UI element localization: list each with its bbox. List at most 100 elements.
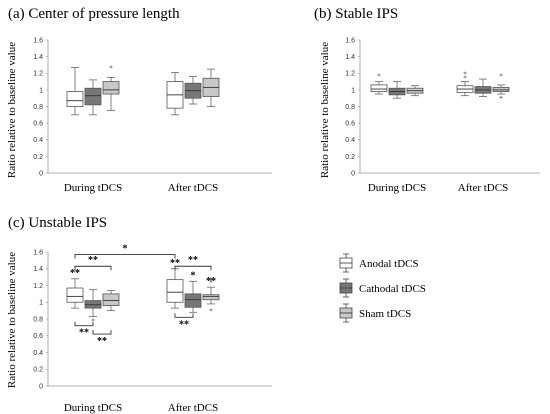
y-tick-label: 0 [39,170,43,177]
bracket-label: * [123,244,128,255]
bracket-label: ** [79,328,89,339]
significance-bracket [92,330,112,335]
y-tick-label: 1.6 [345,37,355,44]
significance-bracket [74,254,176,259]
significance-bracket [74,321,94,327]
y-tick-label: 1 [351,87,355,94]
outlier-point: * [499,95,503,103]
box-body [166,279,184,303]
box-body [66,91,84,107]
significance-bracket [74,265,112,271]
box-anodal-0 [66,278,84,309]
y-tick-label: 1 [39,300,43,307]
y-tick-label: 0.6 [33,121,43,128]
box-anodal-1 [166,268,184,309]
x-category-label: After tDCS [168,182,218,194]
x-category-label: After tDCS [458,182,508,194]
y-tick-label: 1.2 [345,71,355,78]
bracket-label: ** [188,255,198,266]
x-category-label: After tDCS [168,402,218,414]
legend-label: Sham tDCS [359,308,411,320]
significance-star: ** [70,268,80,279]
box-cathodal-0: * [84,289,102,326]
y-axis-label: Ratio relative to baseline value [6,42,18,178]
box-body [184,293,202,308]
y-tick-label: 1.6 [33,37,43,44]
bracket-label: ** [88,255,98,266]
y-tick-label: 1.2 [33,283,43,290]
legend-label: Cathodal tDCS [359,283,426,295]
outlier-point: * [209,277,213,285]
y-tick-label: 0.6 [33,333,43,340]
y-tick-label: 0 [39,383,43,390]
box-body [202,294,220,301]
box-sham-0: * [102,64,120,112]
legend-item: Cathodal tDCS [339,278,426,298]
box-sham-1 [202,68,220,107]
significance-star: * [191,270,196,281]
box-anodal-1 [166,72,184,116]
y-tick-label: 0.6 [345,121,355,128]
box-cathodal-0 [388,81,406,99]
panel-title: (c) Unstable IPS [8,215,107,231]
y-tick-label: 1.4 [33,266,43,273]
box-sham-1: *** [202,277,220,316]
y-axis-label: Ratio relative to baseline value [6,252,18,388]
legend-label: Anodal tDCS [359,258,419,270]
significance-star: ** [206,276,216,287]
box-body [370,84,388,92]
outlier-point: * [209,279,213,287]
box-anodal-1: ** [456,70,474,97]
y-tick-label: 0.2 [33,367,43,374]
box-anodal-0 [66,67,84,116]
x-category-label: During tDCS [64,182,122,194]
outlier-point: * [499,73,503,81]
box-anodal-0: * [370,73,388,95]
y-tick-label: 1.2 [33,71,43,78]
y-tick-label: 0.8 [33,104,43,111]
y-tick-label: 0.8 [345,104,355,111]
box-cathodal-0 [84,79,102,116]
outlier-point: * [463,70,467,78]
y-tick-label: 0.4 [345,137,355,144]
x-category-label: During tDCS [368,182,426,194]
box-body [84,87,102,106]
box-body [102,293,120,307]
bracket-label: ** [179,319,189,330]
panel-a: (a) Center of pressure length Ratio relat… [6,6,272,194]
outlier-point: * [209,308,213,316]
outlier-point: * [377,73,381,81]
significance-star: ** [170,258,180,269]
outlier-point: * [91,318,95,326]
legend-item: Anodal tDCS [339,253,419,273]
bracket-label: ** [97,336,107,347]
y-axis-label: Ratio relative to baseline value [319,42,331,178]
y-tick-label: 1.4 [33,54,43,61]
box-cathodal-1 [474,78,492,97]
y-tick-label: 0.2 [345,154,355,161]
outlier-point: * [463,74,467,82]
panel-b: (b) Stable IPS Ratio relative to baseline… [314,6,540,194]
legend: Anodal tDCS Cathodal tDCS Sham tDCS [339,253,426,323]
significance-bracket [174,265,212,271]
x-category-label: During tDCS [64,402,122,414]
y-tick-label: 0.4 [33,350,43,357]
legend-item: Sham tDCS [339,303,411,323]
y-tick-label: 1 [39,87,43,94]
box-body [102,81,120,95]
box-cathodal-1 [184,76,202,105]
box-body [66,287,84,303]
y-tick-label: 1.6 [33,249,43,256]
significance-bracket [174,313,194,318]
y-tick-label: 0.8 [33,316,43,323]
y-tick-label: 0.4 [33,137,43,144]
y-tick-label: 0 [351,170,355,177]
panel-title: (a) Center of pressure length [8,6,180,22]
panel-title: (b) Stable IPS [314,6,398,22]
y-tick-label: 0.2 [33,154,43,161]
panel-c: (c) Unstable IPS Ratio relative to baseli… [6,215,272,414]
box-cathodal-1 [184,280,202,313]
box-sham-0 [102,290,120,312]
outlier-point: * [109,64,113,72]
